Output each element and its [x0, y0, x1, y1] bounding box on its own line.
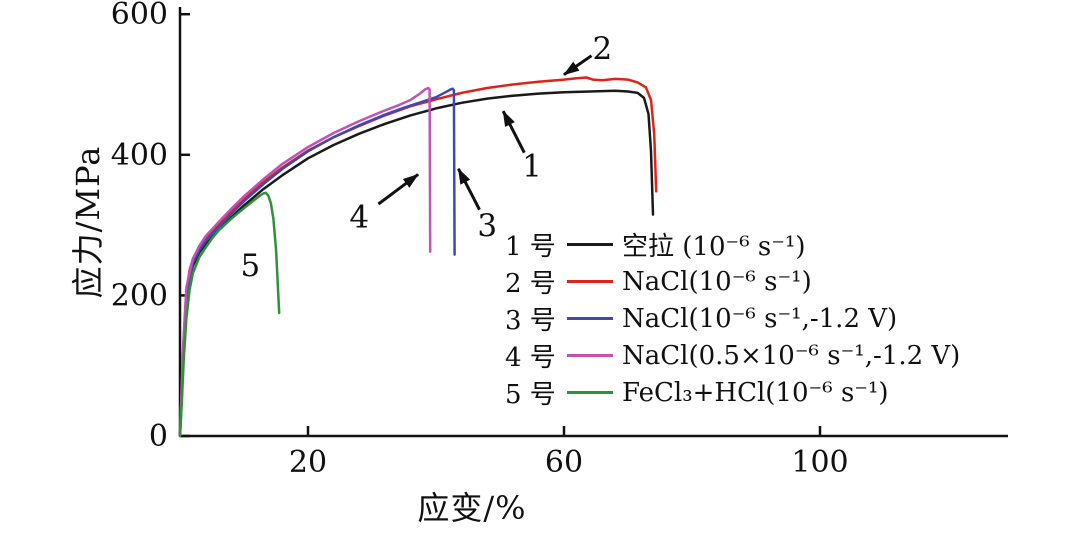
y-tick-label: 600 — [111, 0, 168, 32]
annotation-label-4: 4 — [349, 200, 369, 236]
annotation-label-2: 2 — [593, 31, 613, 67]
annotation-label-3: 3 — [477, 208, 497, 244]
legend-key-1: 1 号 — [505, 232, 556, 262]
annotation-label-1: 1 — [522, 148, 542, 184]
legend-label-3: NaCl(10⁻⁶ s⁻¹,-1.2 V) — [622, 303, 898, 334]
legend-item-5: 5 号 FeCl₃+HCl(10⁻⁶ s⁻¹) — [505, 374, 960, 411]
legend-label-5: FeCl₃+HCl(10⁻⁶ s⁻¹) — [622, 377, 889, 408]
annotation-arrow-4 — [377, 173, 419, 206]
x-tick-label: 60 — [545, 445, 583, 480]
legend-label-4: NaCl(0.5×10⁻⁶ s⁻¹,-1.2 V) — [622, 340, 961, 371]
legend-label-2: NaCl(10⁻⁶ s⁻¹) — [622, 266, 812, 297]
series-line-3 — [178, 87, 456, 438]
annotation-label-5: 5 — [241, 248, 261, 284]
annotation-arrow-2 — [563, 54, 593, 76]
y-tick-label: 400 — [111, 138, 168, 173]
x-tick-label: 100 — [791, 445, 848, 480]
annotation-arrow-1 — [501, 110, 526, 154]
series-line-4 — [178, 86, 432, 438]
y-tick-label: 0 — [149, 419, 168, 454]
legend-item-4: 4 号 NaCl(0.5×10⁻⁶ s⁻¹,-1.2 V) — [505, 337, 960, 374]
legend: 1 号 空拉 (10⁻⁶ s⁻¹) 2 号 NaCl(10⁻⁶ s⁻¹) 3 号 NaCl… — [505, 226, 960, 411]
legend-label-1: 空拉 (10⁻⁶ s⁻¹) — [622, 232, 806, 262]
y-axis-label: 应力/MPa — [69, 145, 107, 299]
series-line-5 — [178, 191, 281, 438]
legend-line-sample-3 — [567, 317, 613, 320]
legend-line-sample-2 — [567, 280, 613, 283]
legend-key-2: 2 号 — [505, 269, 556, 299]
legend-item-1: 1 号 空拉 (10⁻⁶ s⁻¹) — [505, 226, 960, 263]
legend-line-sample-5 — [567, 391, 613, 394]
x-axis-label: 应变/% — [417, 489, 527, 527]
x-tick-label: 20 — [289, 445, 327, 480]
annotation-arrow-3 — [457, 167, 481, 211]
legend-line-sample-4 — [567, 354, 613, 357]
legend-item-2: 2 号 NaCl(10⁻⁶ s⁻¹) — [505, 263, 960, 300]
legend-item-3: 3 号 NaCl(10⁻⁶ s⁻¹,-1.2 V) — [505, 300, 960, 337]
y-tick-label: 200 — [111, 278, 168, 313]
legend-key-4: 4 号 — [505, 343, 556, 373]
legend-key-5: 5 号 — [505, 380, 556, 410]
legend-line-sample-1 — [567, 243, 613, 246]
legend-key-3: 3 号 — [505, 306, 556, 336]
